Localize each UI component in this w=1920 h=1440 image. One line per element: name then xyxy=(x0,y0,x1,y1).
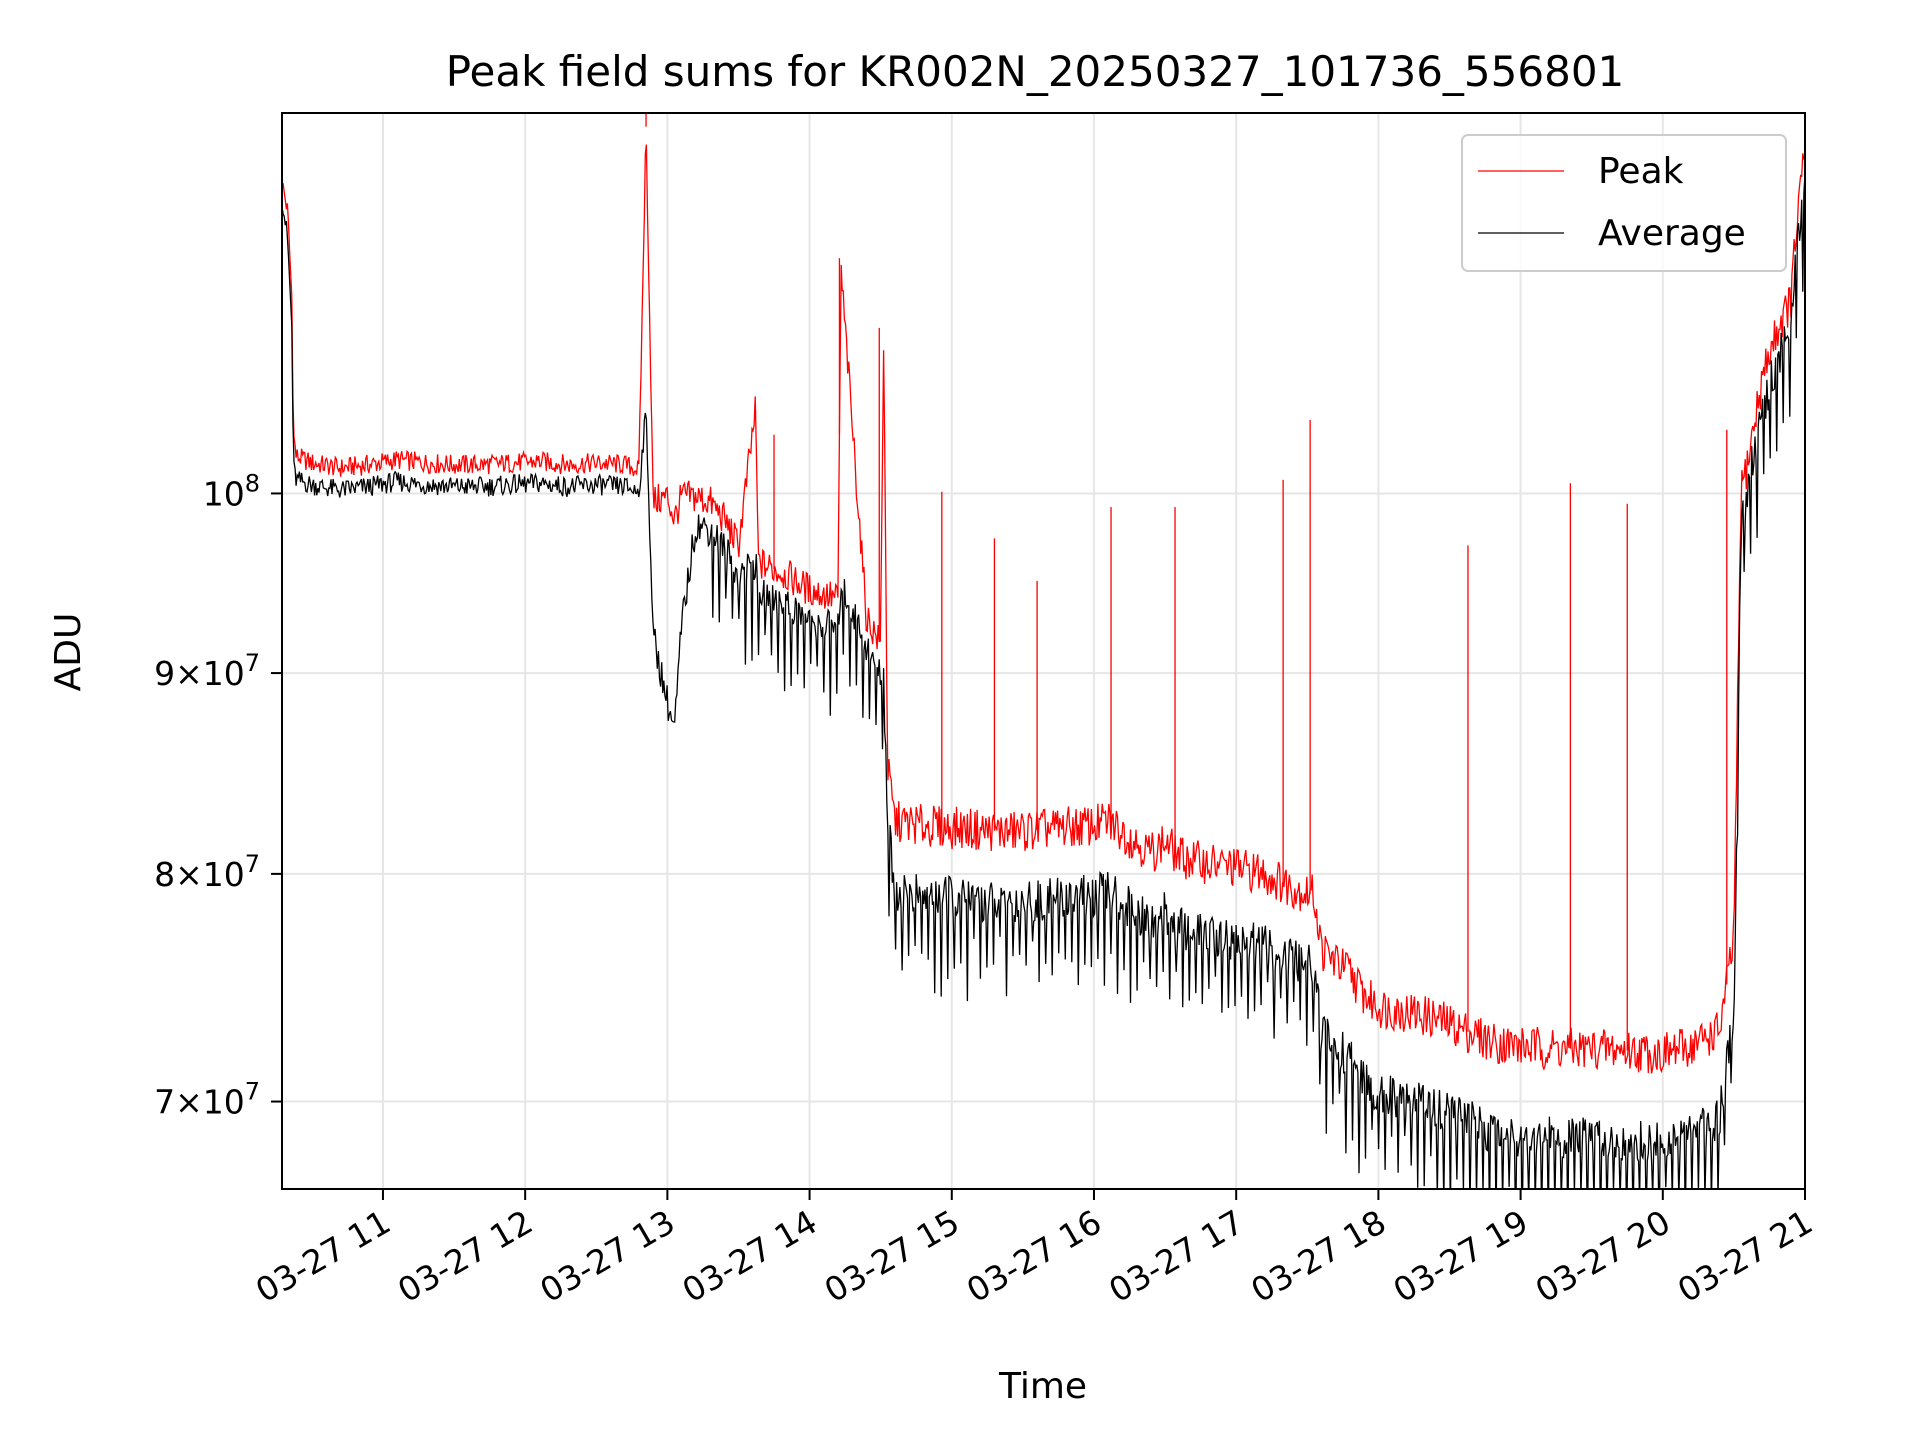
y-tick-times: × xyxy=(175,654,203,693)
y-tick-times: × xyxy=(175,1083,203,1122)
y-tick-label: 108 xyxy=(203,469,260,513)
y-tick-exponent: 8 xyxy=(245,469,260,497)
y-tick-base: 10 xyxy=(203,1083,245,1122)
series-line-average xyxy=(282,173,1805,1189)
y-tick-base: 10 xyxy=(203,855,245,894)
y-tick-exponent: 7 xyxy=(245,649,260,677)
legend: Peak Average xyxy=(1461,134,1787,272)
y-tick-mantissa: 8 xyxy=(154,855,175,894)
y-tick-label: 9×107 xyxy=(154,649,260,693)
y-tick-exponent: 7 xyxy=(245,850,260,878)
y-tick-mantissa: 7 xyxy=(154,1083,175,1122)
y-tick-label: 7×107 xyxy=(154,1078,260,1122)
plot-area xyxy=(282,113,1805,1189)
plot-frame xyxy=(281,112,1806,1190)
y-tick-base: 10 xyxy=(203,654,245,693)
y-tick-exponent: 7 xyxy=(245,1078,260,1106)
legend-label-peak: Peak xyxy=(1598,151,1684,192)
y-tick-label: 8×107 xyxy=(154,850,260,894)
y-tick-times: × xyxy=(175,855,203,894)
y-tick-base: 10 xyxy=(203,474,245,513)
x-axis-label: Time xyxy=(998,1366,1087,1407)
series-line-peak xyxy=(282,144,1805,1074)
chart-title: Peak field sums for KR002N_20250327_1017… xyxy=(446,47,1625,96)
legend-box xyxy=(1461,134,1787,272)
y-axis-label: ADU xyxy=(48,613,89,692)
peak-spikes xyxy=(645,113,1728,1051)
y-tick-mantissa: 9 xyxy=(154,654,175,693)
legend-label-average: Average xyxy=(1598,213,1746,254)
